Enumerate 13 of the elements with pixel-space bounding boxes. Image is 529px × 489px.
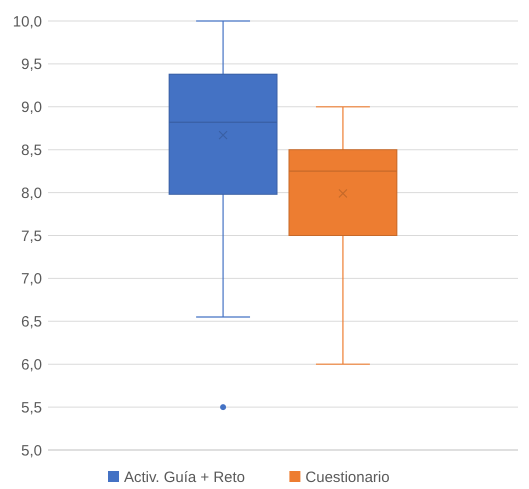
y-tick-label: 5,5 — [21, 399, 42, 416]
y-tick-label: 9,5 — [21, 56, 42, 74]
legend-label: Activ. Guía + Reto — [124, 469, 246, 486]
y-tick-label: 8,5 — [21, 142, 42, 159]
y-tick-label: 6,0 — [21, 356, 42, 374]
y-tick-label: 5,0 — [21, 442, 42, 460]
y-tick-label: 9,0 — [21, 99, 42, 116]
y-tick-label: 7,5 — [21, 228, 42, 245]
legend-label: Cuestionario — [305, 469, 390, 486]
y-tick-label: 6,5 — [21, 314, 42, 331]
y-tick-label: 7,0 — [21, 270, 42, 288]
y-tick-label: 10,0 — [12, 13, 42, 30]
y-tick-label: 8,0 — [21, 184, 42, 202]
